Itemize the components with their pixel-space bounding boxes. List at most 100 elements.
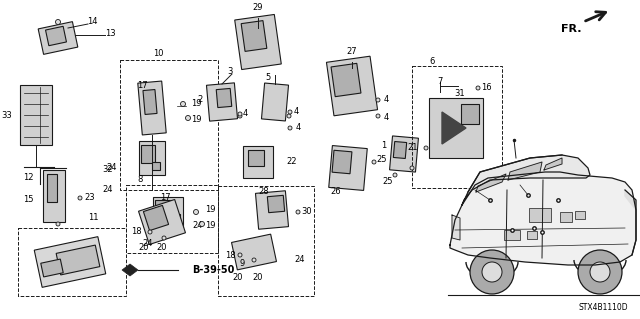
Text: 4: 4	[293, 108, 299, 116]
Circle shape	[470, 250, 514, 294]
Text: 3: 3	[227, 68, 233, 77]
Text: 19: 19	[191, 100, 201, 108]
Text: 18: 18	[131, 227, 141, 236]
Text: 19: 19	[191, 115, 201, 124]
Text: B-39-50: B-39-50	[192, 265, 234, 275]
Polygon shape	[625, 190, 636, 210]
Circle shape	[393, 173, 397, 177]
Text: 24: 24	[295, 256, 305, 264]
Bar	[47, 174, 57, 202]
Bar	[504, 230, 520, 240]
Bar	[207, 83, 237, 121]
Text: 18: 18	[225, 251, 236, 261]
Bar	[143, 90, 157, 115]
Polygon shape	[450, 172, 636, 265]
Circle shape	[578, 250, 622, 294]
Text: 31: 31	[454, 90, 465, 99]
Text: 14: 14	[87, 18, 97, 26]
Text: 19: 19	[205, 221, 215, 231]
Bar	[138, 81, 166, 135]
Polygon shape	[442, 112, 466, 144]
Text: 13: 13	[105, 29, 115, 39]
Text: 24: 24	[143, 240, 153, 249]
Bar	[20, 85, 52, 145]
Text: 20: 20	[253, 273, 263, 283]
Bar	[527, 231, 537, 239]
Text: 17: 17	[160, 194, 170, 203]
Text: 10: 10	[153, 49, 163, 58]
Text: 9: 9	[239, 259, 244, 269]
Bar	[38, 22, 78, 54]
Circle shape	[180, 101, 186, 107]
Circle shape	[186, 115, 191, 121]
Bar	[41, 259, 63, 277]
Circle shape	[252, 258, 256, 262]
Bar	[268, 195, 285, 213]
Text: 12: 12	[23, 174, 33, 182]
Circle shape	[148, 230, 152, 234]
Text: 19: 19	[205, 205, 215, 214]
Text: 16: 16	[481, 84, 492, 93]
Text: 7: 7	[437, 78, 443, 86]
Bar	[216, 88, 232, 108]
Bar	[429, 98, 483, 158]
Text: 8: 8	[138, 175, 143, 184]
Bar	[262, 83, 289, 121]
Text: 24: 24	[193, 221, 204, 231]
Bar	[241, 21, 267, 51]
Text: 29: 29	[253, 4, 263, 12]
Bar	[126, 185, 218, 253]
Circle shape	[482, 262, 502, 282]
Text: 11: 11	[88, 213, 99, 222]
Text: 1: 1	[381, 142, 387, 151]
Bar	[412, 66, 502, 188]
Circle shape	[410, 166, 414, 170]
Text: 4: 4	[296, 123, 301, 132]
Text: 26: 26	[331, 188, 341, 197]
Circle shape	[162, 236, 166, 240]
Polygon shape	[544, 158, 562, 170]
Circle shape	[78, 196, 82, 200]
Circle shape	[238, 114, 242, 118]
Circle shape	[590, 262, 610, 282]
Bar	[255, 191, 289, 229]
Text: 25: 25	[377, 155, 387, 165]
Circle shape	[372, 160, 376, 164]
Circle shape	[56, 19, 61, 25]
Text: 6: 6	[429, 57, 435, 66]
Bar	[575, 211, 585, 219]
Text: 20: 20	[139, 243, 149, 253]
Bar	[120, 60, 218, 190]
Bar	[232, 234, 276, 270]
Bar	[153, 197, 183, 227]
Text: 33: 33	[1, 110, 12, 120]
Text: FR.: FR.	[561, 24, 581, 34]
Circle shape	[193, 210, 198, 214]
Bar	[139, 141, 165, 175]
Bar	[329, 145, 367, 190]
Bar	[18, 228, 126, 296]
Text: 2: 2	[197, 95, 203, 105]
Circle shape	[376, 114, 380, 118]
Text: 4: 4	[383, 114, 388, 122]
Bar	[43, 170, 65, 222]
Text: 20: 20	[233, 273, 243, 283]
Bar	[529, 208, 551, 222]
Text: 22: 22	[287, 158, 297, 167]
Text: 28: 28	[259, 188, 269, 197]
Circle shape	[238, 112, 242, 116]
Circle shape	[200, 221, 205, 226]
Bar	[143, 205, 168, 231]
Circle shape	[287, 114, 291, 118]
Polygon shape	[476, 174, 506, 192]
Circle shape	[296, 210, 300, 214]
Bar	[152, 162, 160, 170]
Text: 27: 27	[347, 48, 357, 56]
Bar	[394, 142, 406, 159]
Text: 32: 32	[102, 166, 113, 174]
Bar	[218, 186, 314, 296]
Bar	[248, 150, 264, 166]
Bar	[331, 63, 361, 97]
Text: 23: 23	[84, 194, 95, 203]
Bar	[172, 214, 180, 222]
